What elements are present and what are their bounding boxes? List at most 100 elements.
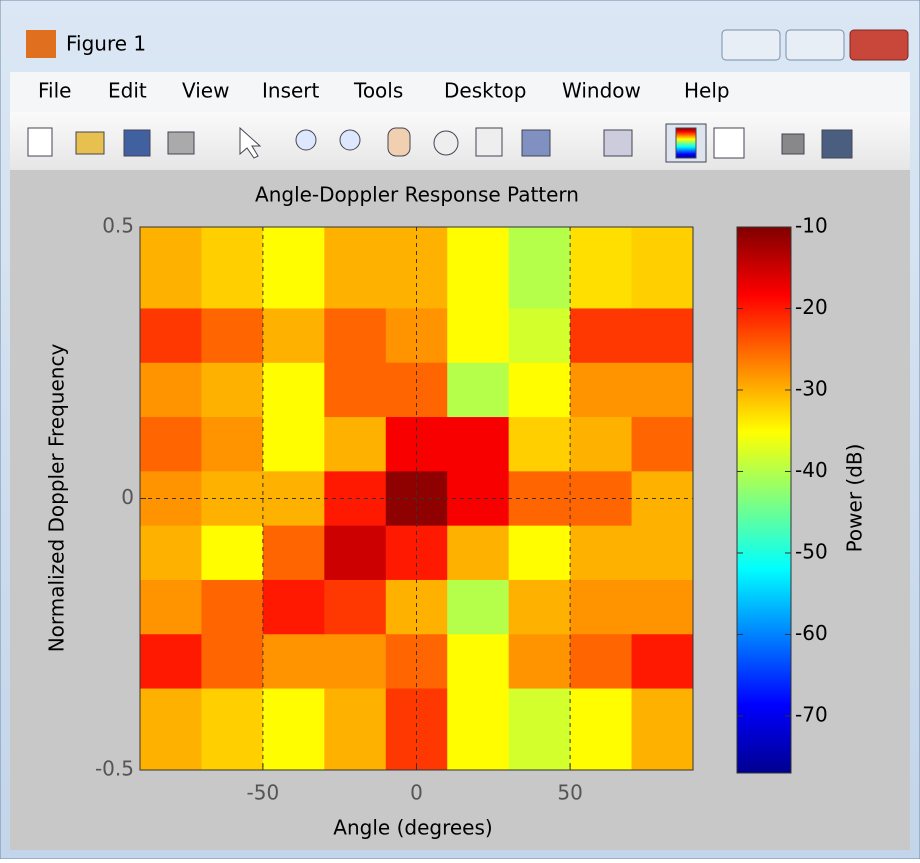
x-axis-label: Angle (degrees) [333, 816, 492, 840]
heatmap-cell [324, 227, 387, 309]
heatmap-cell [201, 362, 264, 418]
menu-item[interactable]: Edit [108, 79, 147, 103]
heatmap-cell [324, 417, 387, 472]
heatmap-cell [447, 362, 510, 418]
heatmap-cell [570, 688, 633, 771]
heatmap-cell [508, 688, 571, 771]
new-icon[interactable] [27, 127, 53, 157]
heatmap-cell [140, 227, 202, 309]
open-icon[interactable] [75, 131, 105, 155]
heatmap-cell [262, 579, 325, 635]
heatmap-cell [570, 417, 633, 472]
heatmap-cell [508, 362, 571, 418]
link-icon[interactable] [603, 129, 633, 157]
heatmap-cell [570, 525, 633, 581]
x-tick-label: 50 [557, 781, 582, 805]
maximize-button[interactable] [785, 29, 845, 61]
heatmap-cell [570, 308, 633, 364]
colorbar-tick-label: -60 [795, 621, 828, 645]
menu-bar [10, 72, 910, 112]
menu-item[interactable]: Desktop [444, 79, 526, 103]
heatmap-cell [201, 688, 264, 771]
menu-item[interactable]: View [182, 79, 229, 103]
rotate-icon[interactable] [433, 130, 459, 156]
print-icon[interactable] [167, 131, 195, 155]
app-icon [26, 30, 56, 58]
datacursor-icon[interactable] [475, 127, 503, 157]
menu-item[interactable]: Help [684, 79, 730, 103]
heatmap-cell [324, 634, 387, 690]
heatmap-cell [262, 634, 325, 690]
y-tick-label: -0.5 [95, 757, 134, 781]
heatmap-cell [508, 634, 571, 690]
heatmap-cell [201, 525, 264, 581]
heatmap-cell [140, 634, 202, 690]
heatmap-cell [140, 308, 202, 364]
heatmap-cell [201, 227, 264, 309]
heatmap-cell [631, 362, 694, 418]
heatmap-cell [447, 634, 510, 690]
colorbar-tick-label: -20 [795, 295, 828, 319]
heatmap-cell [508, 525, 571, 581]
menu-item[interactable]: File [38, 79, 71, 103]
menu-item[interactable]: Tools [353, 79, 403, 103]
heatmap-cell [631, 308, 694, 364]
heatmap-cell [262, 688, 325, 771]
heatmap-cell [262, 362, 325, 418]
y-axis-label: Normalized Doppler Frequency [45, 344, 69, 653]
heatmap-cell [508, 579, 571, 635]
window-title: Figure 1 [66, 32, 146, 56]
zoom-in-icon[interactable] [295, 129, 317, 151]
heatmap-cell [508, 308, 571, 364]
heatmap-cell [447, 308, 510, 364]
pan-icon[interactable] [387, 127, 411, 157]
heatmap-cell [631, 579, 694, 635]
chart-title: Angle-Doppler Response Pattern [255, 183, 579, 207]
heatmap-cell [631, 227, 694, 309]
heatmap-cell [447, 417, 510, 472]
heatmap-cell [262, 525, 325, 581]
colorbar [736, 226, 792, 774]
hide-tools-icon[interactable] [781, 133, 805, 155]
toolbar-icons [27, 123, 853, 163]
heatmap-cell [140, 525, 202, 581]
heatmap-cell [201, 634, 264, 690]
legend-icon[interactable] [713, 127, 745, 159]
close-button[interactable] [849, 29, 909, 61]
heatmap-cell [508, 417, 571, 472]
y-tick-label: 0 [121, 485, 134, 509]
save-icon[interactable] [123, 129, 151, 157]
x-tick-label: -50 [247, 781, 280, 805]
zoom-out-icon[interactable] [339, 129, 361, 151]
colorbar-tick-label: -50 [795, 539, 828, 563]
heatmap-cell [140, 688, 202, 771]
brush-icon[interactable] [521, 129, 551, 157]
heatmap-cell [631, 688, 694, 771]
colorbar-tick-label: -30 [795, 376, 828, 400]
heatmap-cell [324, 525, 387, 581]
heatmap-cell [631, 634, 694, 690]
heatmap-cell [140, 417, 202, 472]
menu-item[interactable]: Insert [262, 79, 320, 103]
heatmap-cell [262, 417, 325, 472]
colorbar-icon [675, 127, 697, 159]
pointer-icon[interactable] [239, 126, 262, 159]
minimize-button[interactable] [721, 29, 781, 61]
colorbar-tick-label: -10 [795, 214, 828, 238]
heatmap-cell [324, 579, 387, 635]
heatmap-cell [140, 579, 202, 635]
colorbar-tick-label: -40 [795, 458, 828, 482]
dock-icon[interactable] [821, 129, 853, 159]
heatmap-cell [447, 579, 510, 635]
colorbar-tick-label: -70 [795, 702, 828, 726]
y-tick-label: 0.5 [102, 214, 134, 238]
heatmap-cell [201, 417, 264, 472]
heatmap-cell [201, 308, 264, 364]
heatmap-cell [631, 417, 694, 472]
colorbar-label: Power (dB) [843, 444, 867, 553]
heatmap-cell [631, 525, 694, 581]
heatmap-cell [570, 634, 633, 690]
heatmap-cell [447, 227, 510, 309]
menu-item[interactable]: Window [562, 79, 641, 103]
